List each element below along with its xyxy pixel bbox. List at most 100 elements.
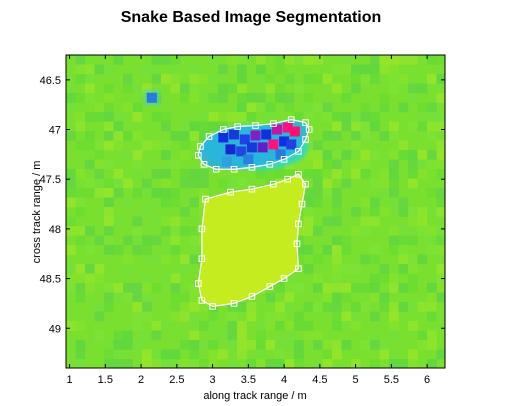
heatmap-cell	[408, 264, 418, 274]
heatmap-cell	[284, 102, 295, 113]
heatmap-cell	[199, 302, 209, 312]
heatmap-cell	[75, 273, 86, 284]
heatmap-cell	[398, 264, 409, 274]
heatmap-cell	[284, 302, 295, 312]
heatmap-cell	[189, 254, 200, 265]
heatmap-cell	[75, 188, 86, 198]
heatmap-cell	[85, 74, 95, 84]
heatmap-cell	[142, 273, 152, 284]
heatmap-cell	[246, 102, 257, 113]
heatmap-cell	[303, 55, 314, 65]
heatmap-cell	[104, 226, 114, 236]
heatmap-cell	[332, 235, 342, 246]
heatmap-cell	[284, 55, 295, 65]
heatmap-cell	[360, 169, 371, 179]
heatmap-cell	[284, 283, 295, 293]
snake-node	[270, 180, 277, 188]
heatmap-cell	[180, 254, 190, 265]
x-tick-label: 1	[67, 374, 73, 386]
heatmap-cell	[360, 102, 371, 113]
heatmap-cell	[170, 64, 181, 75]
heatmap-cell	[66, 93, 76, 103]
heatmap-cell	[294, 283, 304, 293]
heatmap-cell	[208, 74, 219, 84]
heatmap-cell	[104, 188, 114, 198]
snake-node	[227, 188, 234, 196]
heatmap-cell	[341, 264, 352, 274]
heatmap-cell	[199, 321, 209, 331]
y-tick-label: 48.5	[40, 274, 61, 286]
heatmap-cell	[341, 150, 352, 160]
heatmap-cell	[408, 169, 418, 179]
heatmap-cell	[189, 169, 200, 179]
heatmap-cell	[379, 102, 390, 113]
y-tick-label: 49	[49, 323, 61, 335]
heatmap-cell	[170, 188, 181, 198]
heatmap-cell	[180, 169, 190, 179]
heatmap-cell	[351, 140, 361, 151]
heatmap-cell	[370, 340, 380, 350]
heatmap-cell	[161, 216, 171, 227]
heatmap-cell	[151, 140, 162, 151]
heatmap-cell	[332, 83, 342, 94]
heatmap-cell	[360, 197, 371, 208]
heatmap-cell	[94, 235, 105, 246]
heatmap-cell	[85, 264, 95, 274]
heatmap-cell	[151, 74, 162, 84]
heatmap-cell	[408, 254, 418, 265]
heatmap-cell	[123, 83, 133, 94]
heatmap-cell	[436, 112, 445, 122]
snake-node	[293, 240, 301, 248]
heatmap-cell	[379, 273, 390, 284]
heatmap-cell	[332, 321, 342, 331]
heatmap-cell	[142, 349, 152, 360]
blob-cell	[229, 129, 240, 140]
heatmap-cell	[313, 254, 323, 265]
blob-cell	[250, 130, 261, 141]
x-tick-label: 5.5	[384, 374, 399, 386]
heatmap-cell	[218, 83, 228, 94]
heatmap-cell	[360, 159, 371, 170]
heatmap-cell	[132, 311, 143, 322]
heatmap-cell	[75, 235, 86, 246]
heatmap-cell	[151, 55, 162, 65]
heatmap-cell	[161, 121, 171, 132]
heatmap-cell	[427, 188, 437, 198]
heatmap-cell	[322, 131, 333, 141]
heatmap-cell	[161, 349, 171, 360]
heatmap-cell	[408, 178, 418, 189]
heatmap-cell	[313, 302, 323, 312]
heatmap-cell	[170, 74, 181, 84]
heatmap-cell	[389, 330, 399, 341]
heatmap-cell	[332, 340, 342, 350]
heatmap-cell	[75, 93, 86, 103]
heatmap-cell	[218, 112, 228, 122]
heatmap-cell	[237, 74, 247, 84]
heatmap-cell	[189, 292, 200, 303]
snake-node	[198, 297, 206, 304]
heatmap-cell	[75, 197, 86, 208]
heatmap-cell	[389, 349, 399, 360]
heatmap-cell	[379, 340, 390, 350]
heatmap-cell	[66, 216, 76, 227]
heatmap-cell	[332, 150, 342, 160]
heatmap-cell	[104, 112, 114, 122]
heatmap-cell	[142, 359, 152, 368]
heatmap-cell	[389, 74, 399, 84]
heatmap-cell	[436, 207, 445, 217]
blob-cell	[246, 142, 257, 153]
cold-spot-halo	[143, 89, 160, 106]
snake-node	[248, 293, 256, 300]
heatmap-cell	[351, 74, 361, 84]
heatmap-cell	[113, 359, 124, 368]
heatmap-cell	[389, 311, 399, 322]
heatmap-cell	[332, 207, 342, 217]
heatmap-cell	[170, 235, 181, 246]
heatmap-cell	[436, 159, 445, 170]
heatmap-cell	[360, 64, 371, 75]
heatmap-cell	[389, 178, 399, 189]
heatmap-cell	[341, 283, 352, 293]
heatmap-cell	[132, 302, 143, 312]
heatmap-cell	[75, 207, 86, 217]
heatmap-cell	[332, 264, 342, 274]
